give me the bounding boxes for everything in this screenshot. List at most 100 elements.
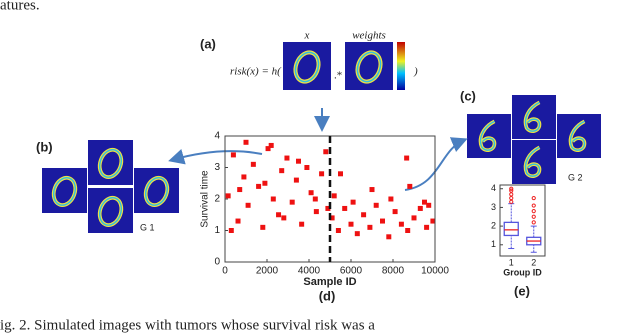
- x-axis-label: Sample ID: [303, 276, 356, 288]
- y-tick-label: 2: [214, 194, 220, 205]
- point: [417, 205, 423, 211]
- point: [325, 205, 331, 211]
- group-label: G 1: [140, 222, 155, 232]
- point: [237, 187, 243, 193]
- y-tick-label: 2: [491, 220, 496, 230]
- point: [380, 218, 385, 224]
- point: [338, 171, 343, 177]
- point: [241, 174, 247, 180]
- formula-end: ): [413, 66, 418, 78]
- point: [250, 161, 256, 167]
- point: [335, 228, 341, 233]
- point: [348, 221, 354, 227]
- panel-label: (e): [514, 283, 530, 298]
- outlier: [531, 209, 536, 214]
- x-tick-label: 8000: [382, 266, 405, 277]
- group-label: G 2: [568, 172, 583, 182]
- outlier: [509, 188, 514, 193]
- point: [407, 183, 413, 189]
- digit-image: [467, 114, 511, 158]
- arrow: [168, 149, 263, 165]
- point: [276, 212, 282, 218]
- point: [323, 149, 329, 155]
- point: [260, 224, 266, 230]
- outlier: [509, 199, 514, 204]
- point: [313, 209, 319, 215]
- point: [312, 196, 318, 202]
- point: [430, 218, 436, 224]
- digit-image: [512, 140, 556, 184]
- y-axis-label: Survival time: [200, 170, 211, 228]
- x-tick-label: 6000: [340, 266, 363, 277]
- point: [405, 228, 411, 233]
- x-tick-label: 10000: [421, 266, 449, 277]
- header-fragment: atures.: [0, 0, 40, 13]
- plot-frame: [224, 135, 436, 263]
- point: [230, 152, 236, 158]
- y-tick-label: 4: [214, 131, 220, 142]
- plot-frame: [499, 184, 546, 257]
- x-label: x: [304, 30, 310, 42]
- x-tick-label: 0: [222, 266, 228, 277]
- point: [235, 218, 241, 224]
- point: [319, 171, 325, 177]
- point: [331, 193, 337, 199]
- outlier: [531, 203, 536, 208]
- x-tick-label: 4000: [298, 266, 321, 277]
- point: [293, 177, 299, 183]
- point: [424, 224, 430, 230]
- point: [411, 215, 417, 221]
- point: [299, 221, 305, 227]
- y-tick-label: 3: [491, 202, 496, 212]
- point: [388, 196, 394, 202]
- panel-label: (b): [36, 139, 53, 154]
- point: [268, 142, 274, 148]
- weights-image: [345, 42, 393, 90]
- digit-image: [88, 188, 133, 233]
- panel-label: (d): [319, 288, 336, 303]
- arrow: [404, 137, 468, 191]
- point: [369, 187, 375, 193]
- y-tick-label: 4: [491, 183, 496, 193]
- outlier: [509, 195, 514, 201]
- point: [225, 193, 231, 199]
- point: [373, 202, 379, 208]
- point: [262, 180, 268, 186]
- digit-image: [88, 140, 133, 185]
- panel-label: (a): [200, 36, 216, 51]
- point: [350, 199, 356, 205]
- point: [308, 190, 314, 196]
- y-tick-label: 1: [491, 239, 496, 249]
- outlier: [531, 214, 536, 219]
- digit-image: [283, 42, 331, 90]
- outlier: [531, 195, 536, 201]
- point: [386, 234, 392, 240]
- x-tick-label: 2: [531, 257, 536, 267]
- weights-label: weights: [352, 30, 386, 42]
- point: [404, 155, 410, 161]
- digit-image: [134, 168, 179, 213]
- point: [270, 196, 276, 202]
- point: [289, 199, 295, 205]
- point: [279, 168, 285, 174]
- colorbar: [397, 42, 405, 90]
- x-axis-label: Group ID: [503, 267, 542, 277]
- point: [354, 231, 360, 237]
- x-tick-label: 2000: [256, 266, 279, 277]
- point: [284, 155, 290, 161]
- panel-label: (c): [460, 88, 476, 103]
- point: [228, 228, 234, 233]
- point: [329, 215, 335, 221]
- point: [367, 224, 373, 230]
- outlier: [509, 186, 514, 191]
- point: [243, 139, 249, 145]
- point: [342, 205, 348, 211]
- outlier: [531, 220, 536, 225]
- y-tick-label: 3: [214, 162, 220, 173]
- digit-image: [557, 114, 601, 158]
- point: [256, 183, 262, 189]
- box: [503, 221, 519, 237]
- operator: .*: [334, 70, 342, 82]
